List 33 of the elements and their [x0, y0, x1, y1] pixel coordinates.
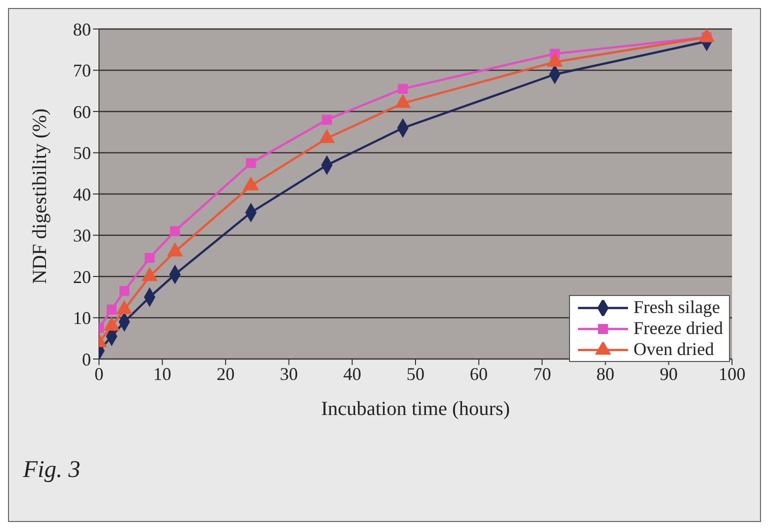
point [144, 252, 155, 263]
point [246, 158, 256, 168]
x-axis-title: Incubation time (hours) [321, 398, 510, 420]
y-tick-label: 60 [73, 102, 91, 122]
x-tick-label: 30 [280, 364, 298, 384]
x-tick-label: 0 [94, 364, 104, 384]
y-tick-label: 70 [73, 60, 91, 81]
point [106, 304, 117, 314]
x-tick-label: 40 [343, 364, 362, 384]
y-tick-label: 20 [73, 266, 91, 287]
point [119, 286, 130, 296]
x-tick-label: 50 [406, 364, 424, 384]
x-tick-label: 100 [718, 364, 746, 384]
y-tick-label: 10 [73, 308, 91, 328]
x-tick-label: 80 [596, 364, 614, 384]
point [322, 114, 332, 125]
point [170, 226, 180, 236]
x-tick-label: 60 [470, 364, 488, 384]
point [398, 84, 408, 94]
x-tick-label: 20 [216, 364, 235, 384]
y-tick-label: 0 [82, 349, 91, 370]
legend-label: Fresh silage [634, 297, 720, 318]
y-axis-title: NDF digestibility (%) [29, 108, 52, 284]
y-tick-label: 80 [73, 19, 91, 40]
caption: Fig. 3 [23, 457, 80, 484]
x-tick-label: 70 [533, 364, 552, 384]
x-tick-label: 90 [660, 364, 678, 384]
x-tick-label: 10 [153, 364, 172, 384]
legend-label: Oven dried [634, 339, 714, 360]
y-tick-label: 30 [73, 226, 91, 246]
y-tick-label: 40 [73, 184, 91, 204]
y-tick-label: 50 [73, 143, 91, 164]
legend-label: Freeze dried [634, 318, 723, 339]
